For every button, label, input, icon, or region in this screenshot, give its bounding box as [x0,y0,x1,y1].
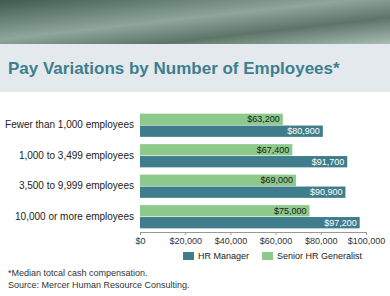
footnotes: *Median totcal cash compensation. Source:… [8,268,190,290]
x-tick: $40,000 [215,232,248,246]
data-label: $75,000 [274,206,307,216]
x-tick-mark [366,232,367,235]
x-tick: $20,000 [169,232,202,246]
data-label: $90,900 [310,187,343,197]
bar [140,144,292,155]
footnote: *Median totcal cash compensation. [8,268,148,278]
data-label: $91,700 [312,157,345,167]
data-label: $97,200 [324,218,357,228]
y-tick-label: 3,500 to 9,999 employees [19,180,134,191]
chart-container: Pay Variations by Number of Employees* $8… [0,0,390,296]
x-tick: $80,000 [305,232,338,246]
x-axis: $0 $20,000 $40,000 $60,000 $80,000 $100,000 [135,232,385,246]
legend: HR Manager Senior HR Generalist [183,251,363,261]
x-tick: $60,000 [260,232,293,246]
y-tick-label: 10,000 or more employees [15,211,134,222]
data-label: $63,200 [247,114,280,124]
x-tick-label: $60,000 [260,236,293,246]
x-tick-label: $40,000 [215,236,248,246]
bar [140,187,345,198]
data-labels: $80,900 $91,700 $90,900 $97,200 $63,200 $67,4… [247,114,356,227]
bar [140,156,347,167]
y-tick-label: Fewer than 1,000 employees [5,119,134,130]
y-axis: Fewer than 1,000 employees 1,000 to 3,499… [5,111,140,233]
x-tick-mark [321,232,322,235]
x-tick-label: $100,000 [348,236,386,246]
y-tick: 3,500 to 9,999 employees [19,180,140,191]
footnote: Source: Mercer Human Resource Consulting… [8,280,190,290]
title: Pay Variations by Number of Employees* [8,59,340,78]
y-axis-line [140,111,141,233]
legend-swatch [183,252,194,260]
x-axis-line [141,233,367,236]
bar [140,114,283,125]
x-tick: $0 [135,232,145,246]
title-band [0,44,390,92]
chart-svg: Pay Variations by Number of Employees* $8… [0,0,390,296]
bars [140,114,360,229]
x-tick-mark [276,232,277,235]
x-tick: $100,000 [348,232,386,246]
y-tick: 10,000 or more employees [15,211,140,222]
x-tick-label: $80,000 [305,236,338,246]
data-label: $80,900 [287,126,320,136]
y-tick: 1,000 to 3,499 employees [19,150,140,161]
y-tick-label: 1,000 to 3,499 employees [19,150,134,161]
legend-label: HR Manager [198,251,249,261]
x-tick-mark [185,232,186,235]
bar [140,217,360,228]
y-tick: Fewer than 1,000 employees [5,119,140,130]
banner [0,0,390,44]
bar [140,126,323,137]
legend-swatch [262,252,273,260]
legend-label: Senior HR Generalist [277,251,363,261]
x-tick-label: $0 [135,236,145,246]
x-tick-mark [230,232,231,235]
data-label: $69,000 [260,175,293,185]
bar [140,175,296,186]
x-tick-label: $20,000 [169,236,202,246]
x-tick-mark [140,232,141,235]
bar [140,205,310,216]
data-label: $67,400 [257,145,290,155]
